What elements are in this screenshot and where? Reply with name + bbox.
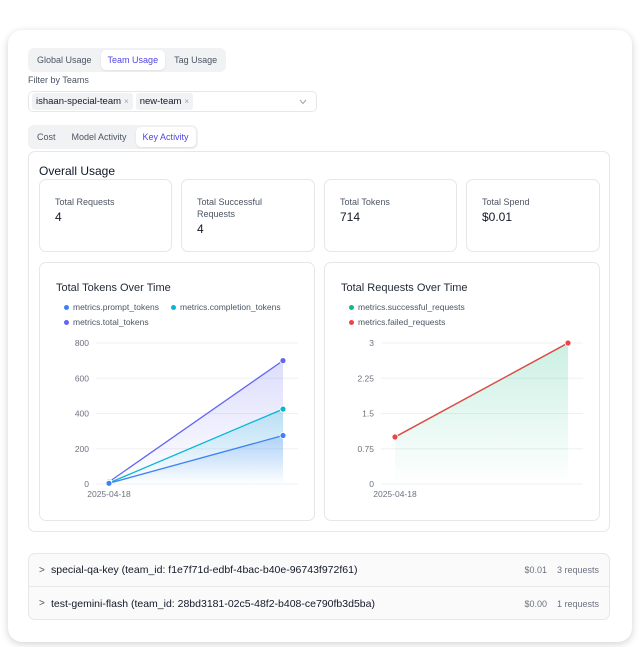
legend-label: metrics.failed_requests bbox=[358, 317, 446, 327]
y-tick-label: 0 bbox=[84, 479, 89, 489]
key-row[interactable]: > test-gemini-flash (team_id: 28bd3181-0… bbox=[29, 587, 609, 620]
chevron-right-icon[interactable]: > bbox=[39, 564, 45, 576]
series-line bbox=[108, 434, 284, 484]
legend-label: metrics.prompt_tokens bbox=[73, 302, 159, 312]
chevron-down-icon[interactable] bbox=[299, 99, 307, 105]
x-tick-label: 2025-04-18 bbox=[373, 489, 417, 499]
chip-label: new-team bbox=[139, 96, 182, 107]
remove-icon[interactable]: × bbox=[184, 97, 190, 106]
y-tick-label: 1.5 bbox=[362, 409, 374, 419]
tab-key-activity[interactable]: Key Activity bbox=[135, 127, 196, 147]
y-tick-label: 800 bbox=[75, 338, 89, 348]
stat-value: 4 bbox=[55, 210, 62, 224]
chevron-right-icon[interactable]: > bbox=[39, 598, 45, 609]
stat-value: 4 bbox=[197, 222, 204, 236]
y-tick-label: 200 bbox=[75, 444, 89, 454]
series-area bbox=[395, 343, 568, 484]
tokens-chart-card: Total Tokens Over Time metrics.prompt_to… bbox=[39, 262, 315, 521]
legend-item: metrics.prompt_tokens bbox=[64, 302, 159, 312]
stat-value: $0.01 bbox=[482, 210, 513, 224]
tab-model-activity[interactable]: Model Activity bbox=[71, 132, 127, 142]
requests-chart-card: Total Requests Over Time metrics.success… bbox=[324, 262, 600, 521]
tokens-chart: 0 200 400 600 800 2025-04-18 bbox=[75, 338, 298, 499]
series-line bbox=[108, 360, 284, 483]
key-row[interactable]: > special-qa-key (team_id: f1e7f71d-edbf… bbox=[29, 554, 609, 587]
stat-total-successful-requests: Total Successful Requests 4 bbox=[181, 179, 315, 252]
key-name: special-qa-key (team_id: f1e7f71d-edbf-4… bbox=[51, 564, 358, 576]
series-line bbox=[394, 342, 569, 438]
legend-dot bbox=[349, 304, 354, 310]
team-filter-select[interactable]: ishaan-special-team × new-team × bbox=[28, 91, 317, 112]
tab-team-usage[interactable]: Team Usage bbox=[100, 50, 166, 70]
key-list: > special-qa-key (team_id: f1e7f71d-edbf… bbox=[28, 553, 610, 620]
key-requests: 1 requests bbox=[556, 598, 599, 609]
stat-total-spend: Total Spend $0.01 bbox=[466, 179, 600, 252]
stat-label: Total Spend bbox=[482, 197, 530, 207]
data-point bbox=[391, 433, 399, 441]
key-requests: 3 requests bbox=[556, 565, 599, 575]
legend-label: metrics.total_tokens bbox=[73, 317, 149, 327]
activity-tabs: Cost Model Activity Key Activity bbox=[28, 125, 198, 149]
series-line bbox=[108, 408, 284, 484]
y-tick-label: 400 bbox=[75, 409, 89, 419]
legend-dot bbox=[349, 319, 354, 325]
data-point bbox=[564, 339, 572, 347]
stat-label: Total Successful Requests bbox=[197, 197, 263, 219]
stat-value: 714 bbox=[340, 210, 361, 224]
data-point bbox=[279, 432, 287, 439]
y-tick-label: 0 bbox=[369, 479, 374, 489]
y-tick-label: 600 bbox=[75, 373, 89, 383]
legend-item: metrics.failed_requests bbox=[349, 317, 445, 327]
stat-label: Total Requests bbox=[55, 197, 115, 207]
legend-dot bbox=[64, 319, 69, 325]
remove-icon[interactable]: × bbox=[124, 97, 129, 106]
filter-label: Filter by Teams bbox=[28, 75, 89, 85]
legend-item: metrics.completion_tokens bbox=[171, 302, 281, 312]
legend-label: metrics.successful_requests bbox=[358, 302, 465, 312]
usage-tabs: Global Usage Team Usage Tag Usage bbox=[28, 48, 227, 72]
requests-chart: 0 0.75 1.5 2.25 3 2025-04-18 bbox=[357, 338, 583, 499]
key-name: test-gemini-flash (team_id: 28bd3181-02c… bbox=[51, 597, 375, 610]
chip-label: ishaan-special-team bbox=[36, 96, 122, 107]
legend-item: metrics.total_tokens bbox=[64, 317, 149, 327]
legend-dot bbox=[64, 304, 69, 310]
legend-label: metrics.completion_tokens bbox=[180, 302, 281, 312]
data-point bbox=[279, 405, 287, 413]
key-spend: $0.01 bbox=[524, 565, 547, 575]
stat-total-tokens: Total Tokens 714 bbox=[324, 179, 457, 252]
y-tick-label: 3 bbox=[369, 338, 374, 348]
stat-label: Total Tokens bbox=[340, 197, 390, 207]
data-point bbox=[279, 357, 287, 365]
legend-dot bbox=[171, 304, 176, 310]
tab-global-usage[interactable]: Global Usage bbox=[37, 55, 92, 65]
team-chip: new-team × bbox=[135, 93, 194, 110]
key-spend: $0.00 bbox=[524, 598, 547, 609]
tab-tag-usage[interactable]: Tag Usage bbox=[174, 55, 218, 65]
team-chip: ishaan-special-team × bbox=[32, 93, 133, 110]
tab-cost[interactable]: Cost bbox=[37, 132, 56, 142]
chart-title: Total Requests Over Time bbox=[341, 282, 468, 294]
data-point bbox=[105, 479, 113, 487]
chart-title: Total Tokens Over Time bbox=[56, 282, 171, 294]
overall-usage-title: Overall Usage bbox=[39, 164, 116, 178]
x-tick-label: 2025-04-18 bbox=[87, 489, 131, 499]
legend-item: metrics.successful_requests bbox=[349, 302, 465, 312]
stat-total-requests: Total Requests 4 bbox=[39, 179, 172, 252]
y-tick-label: 2.25 bbox=[357, 373, 374, 383]
y-tick-label: 0.75 bbox=[357, 444, 374, 454]
